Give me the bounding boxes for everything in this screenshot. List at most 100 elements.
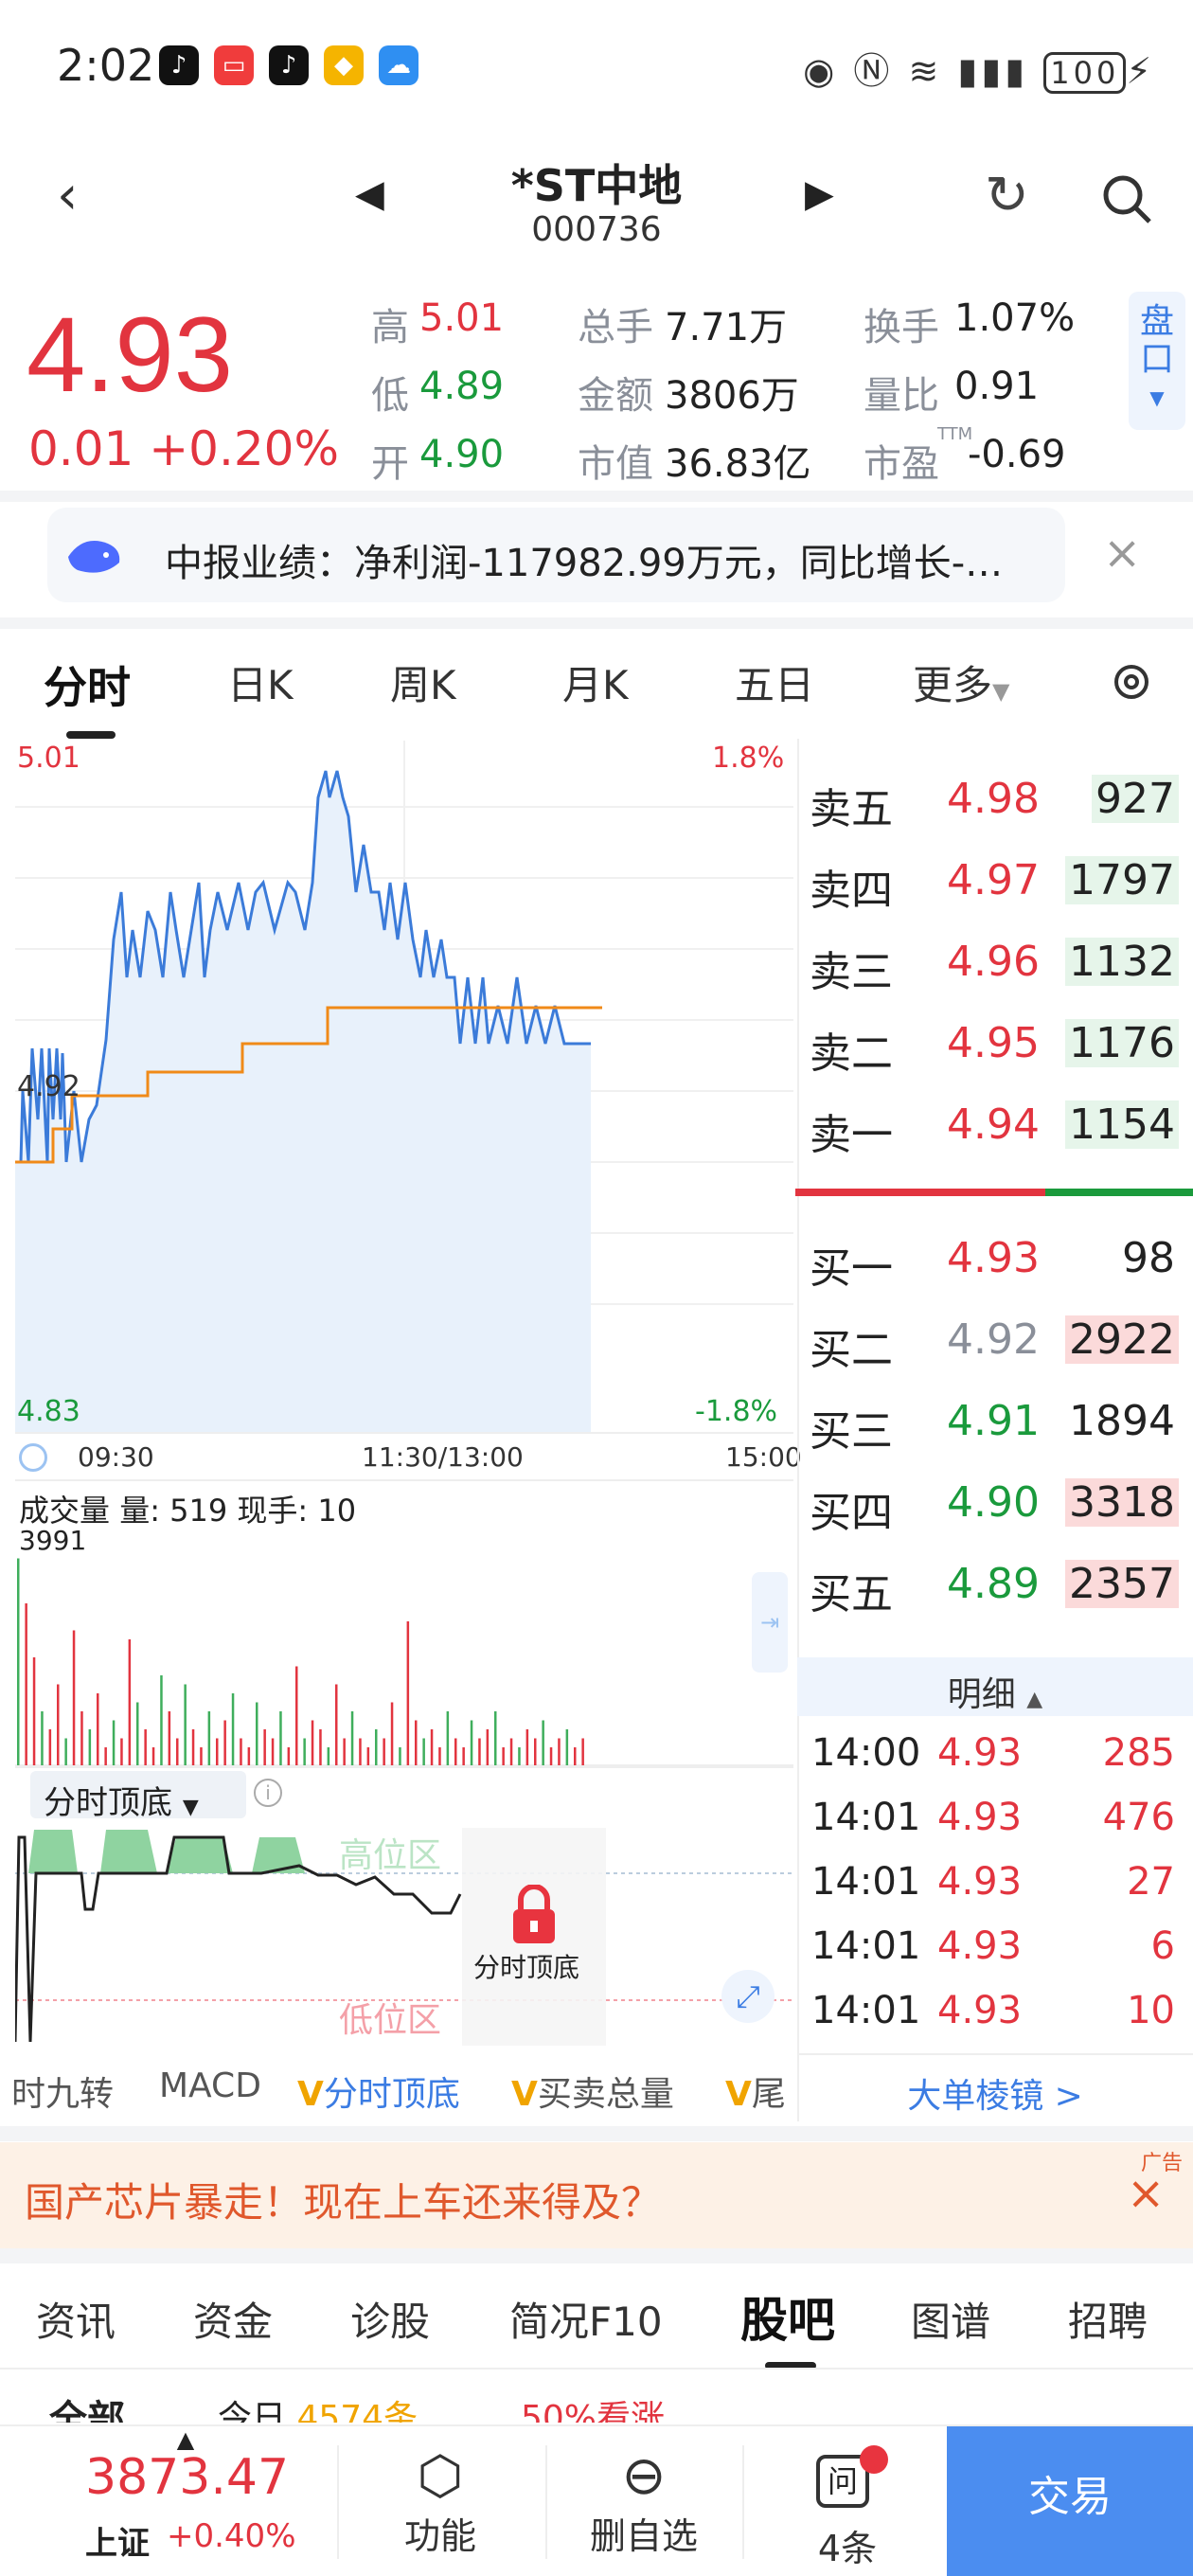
buy-row[interactable]: 买一 4.93 98 (810, 1217, 1188, 1298)
refresh-icon[interactable]: ↻ (985, 165, 1029, 226)
close-icon[interactable]: × (1103, 527, 1142, 580)
ind-tab-totalvol[interactable]: V买卖总量 (511, 2066, 674, 2116)
y-mid-label: 4.92 (17, 1070, 80, 1103)
open-value: 4.90 (419, 433, 505, 476)
buy-row[interactable]: 买五 4.89 2357 (810, 1543, 1188, 1624)
indicator-select[interactable]: 分时顶底 ▼ (30, 1771, 246, 1822)
sell-row[interactable]: 卖三 4.96 1132 (810, 921, 1188, 1002)
forum-count: 4574条 (296, 2399, 418, 2423)
detail-label: 明细 (947, 1675, 1016, 1714)
tab-weekly-k[interactable]: 周K (390, 662, 456, 708)
tick-volume: 476 (1102, 1796, 1175, 1839)
tab-five-day[interactable]: 五日 (735, 662, 815, 708)
tab-news[interactable]: 资讯 (36, 2299, 116, 2345)
volume-bar (80, 1711, 83, 1765)
tab-more[interactable]: 更多▼ (913, 653, 1009, 711)
pankou-toggle[interactable]: 盘口 ▼ (1129, 292, 1185, 430)
level-label: 卖三 (810, 948, 893, 996)
tab-daily-k[interactable]: 日K (227, 662, 294, 708)
locked-overlay[interactable]: 分时顶底 (462, 1828, 606, 2046)
ad-tag: 广告 (1141, 2152, 1184, 2175)
volume-bar (207, 1711, 211, 1765)
tick-price: 4.93 (937, 1796, 1023, 1839)
tab-jobs[interactable]: 招聘 (1068, 2299, 1148, 2345)
settings-icon[interactable] (1108, 658, 1155, 706)
ad-banner[interactable]: 国产芯片暴走！现在上车还来得及？ 广告 × (0, 2142, 1193, 2248)
volume-bar (48, 1729, 52, 1765)
tick-price: 4.93 (937, 1924, 1023, 1968)
next-stock-icon[interactable]: ▶ (805, 172, 834, 216)
mcap-value: 36.83亿 (665, 442, 811, 486)
level-label: 卖五 (810, 785, 893, 833)
last-price: 4.93 (27, 295, 233, 414)
ind-tab-tail[interactable]: V尾 (725, 2066, 786, 2116)
trade-button[interactable]: 交易 (947, 2426, 1193, 2576)
ind-tab-macd[interactable]: MACD (159, 2066, 261, 2105)
time-end: 15:00 (725, 1441, 802, 1473)
tab-diagnose[interactable]: 诊股 (350, 2299, 431, 2345)
pe-ttm: TTM (937, 424, 973, 444)
earnings-banner[interactable]: 中报业绩：净利润-117982.99万元，同比增长-… (47, 508, 1065, 602)
buy-row[interactable]: 买二 4.92 2922 (810, 1298, 1188, 1380)
remove-label: 删自选 (589, 2515, 698, 2557)
volratio-value: 0.91 (954, 365, 1040, 408)
ind-tab-totalvol-label: 买卖总量 (537, 2075, 674, 2114)
banner-text: 中报业绩：净利润-117982.99万元，同比增长-… (165, 542, 1004, 585)
back-icon[interactable]: ‹ (57, 165, 79, 226)
level-price: 4.97 (947, 856, 1040, 904)
volume-bar (534, 1738, 537, 1765)
whale-icon (68, 541, 120, 573)
index-quote[interactable]: ▲ 3873.47 上证 +0.40% (34, 2426, 337, 2568)
vip-v-icon: V (725, 2075, 752, 2114)
volume-bar (494, 1711, 497, 1765)
amount-value: 3806万 (665, 374, 799, 418)
prev-stock-icon[interactable]: ◀ (355, 172, 384, 216)
forum-all[interactable]: 全部 (49, 2398, 125, 2423)
big-order-link[interactable]: 大单棱镜 > (797, 2053, 1193, 2120)
sell-row[interactable]: 卖五 4.98 927 (810, 758, 1188, 839)
expand-tab-icon[interactable]: ⇥ (752, 1572, 788, 1673)
info-icon[interactable]: i (254, 1779, 282, 1807)
price-change: 0.01 +0.20% (28, 421, 339, 476)
detail-toggle[interactable]: 明细 ▲ (797, 1657, 1193, 1716)
search-icon[interactable] (1098, 170, 1155, 227)
volume-bar (383, 1738, 385, 1765)
level-price: 4.94 (947, 1100, 1040, 1149)
ad-close-icon[interactable]: × (1127, 2167, 1166, 2220)
volume-bar (502, 1747, 505, 1765)
tick-row: 14:01 4.93 6 (810, 1915, 1188, 1979)
vip-v-icon: V (511, 2075, 538, 2114)
volume-bar (486, 1729, 490, 1765)
fullscreen-icon[interactable]: ⤢ (721, 1970, 775, 2023)
sell-row[interactable]: 卖四 4.97 1797 (810, 839, 1188, 921)
volume-bar (343, 1738, 346, 1765)
lock-label: 分时顶底 (473, 1952, 580, 1983)
sell-row[interactable]: 卖二 4.95 1176 (810, 1002, 1188, 1083)
tab-forum[interactable]: 股吧 (740, 2293, 835, 2348)
volume-bar-group (17, 1558, 584, 1765)
buy-row[interactable]: 买四 4.90 3318 (810, 1461, 1188, 1543)
remove-watchlist-button[interactable]: ⊖ 删自选 (578, 2445, 710, 2568)
divider (0, 2368, 1193, 2370)
ind-tab-topbottom[interactable]: V分时顶底 (297, 2066, 460, 2116)
tab-graph[interactable]: 图谱 (911, 2299, 991, 2345)
volume-bar (406, 1621, 410, 1765)
volume-bar (470, 1720, 473, 1765)
stock-code: 000736 (531, 210, 662, 249)
ind-tab-nine[interactable]: 时九转 (11, 2075, 115, 2114)
volume-bar (247, 1747, 251, 1765)
tick-time: 14:01 (811, 1924, 921, 1968)
sell-row[interactable]: 卖一 4.94 1154 (810, 1083, 1188, 1165)
system-icons: ◉ Ⓝ ≋ ▮▮▮ 100 ⚡ (803, 50, 1155, 94)
tab-monthly-k[interactable]: 月K (562, 662, 629, 708)
index-value: 3873.47 (85, 2449, 290, 2506)
level-volume: 1154 (1065, 1100, 1179, 1149)
qa-button[interactable]: 问 4条 (786, 2445, 909, 2569)
tab-profile[interactable]: 简况F10 (509, 2299, 663, 2345)
buy-row[interactable]: 买三 4.91 1894 (810, 1380, 1188, 1461)
tick-time: 14:01 (811, 1796, 921, 1839)
function-button[interactable]: ⬡ 功能 (379, 2445, 502, 2568)
tab-funds[interactable]: 资金 (193, 2299, 274, 2345)
tab-timeshare[interactable]: 分时 (44, 662, 131, 713)
divider (337, 2445, 339, 2559)
